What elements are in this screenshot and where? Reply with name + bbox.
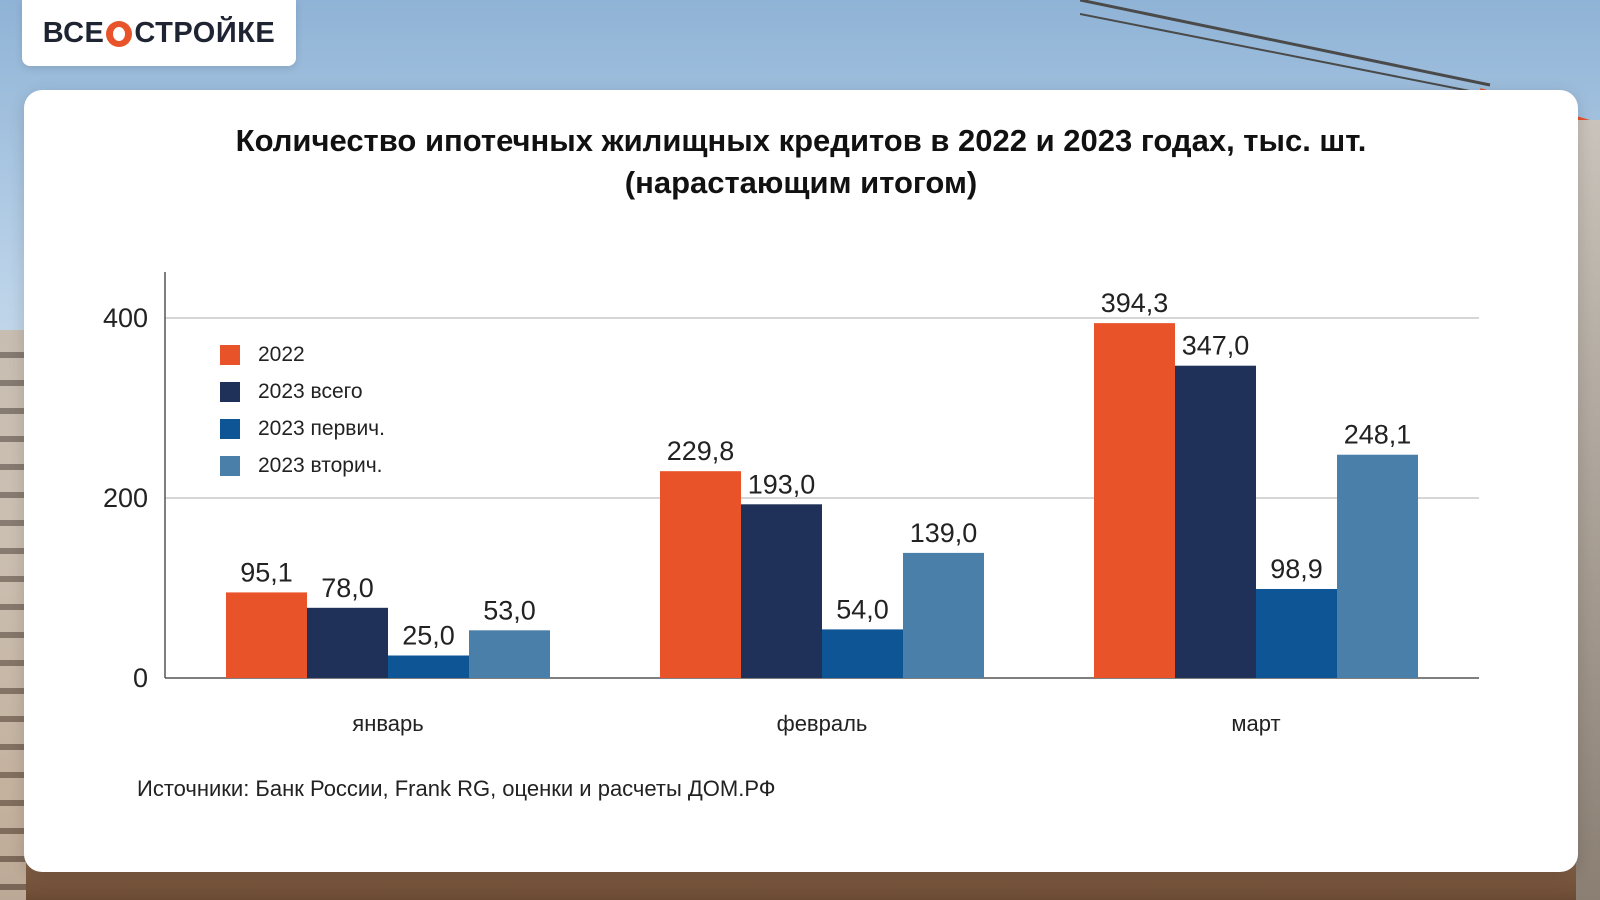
chart-title: Количество ипотечных жилищных кредитов в… <box>24 120 1578 204</box>
data-label-1-0: 229,8 <box>667 436 735 466</box>
data-label-1-2: 54,0 <box>836 594 889 624</box>
data-label-2-3: 248,1 <box>1344 420 1412 450</box>
chart-subtitle: (нарастающим итогом) <box>624 165 978 200</box>
bar-1-2 <box>822 629 903 678</box>
bar-0-1 <box>307 607 388 678</box>
legend-label-2023-primary: 2023 первич. <box>258 416 385 440</box>
x-category-label-0: январь <box>352 711 423 736</box>
y-tick-label-0: 0 <box>133 663 148 693</box>
bar-2-2 <box>1256 588 1337 678</box>
legend-swatch-2023-secondary <box>220 455 240 476</box>
brand-logo[interactable]: ВСЕ СТРОЙКЕ <box>22 0 296 66</box>
legend-label-2023-total: 2023 всего <box>258 379 363 403</box>
legend-item-2023-total: 2023 всего <box>220 373 385 410</box>
chart-card: Количество ипотечных жилищных кредитов в… <box>24 90 1578 872</box>
chart-title-main: Количество ипотечных жилищных кредитов в… <box>235 123 1367 158</box>
y-tick-label-400: 400 <box>103 303 148 333</box>
x-category-label-1: февраль <box>777 711 868 736</box>
legend-swatch-2023-primary <box>220 418 240 439</box>
logo-text-right: СТРОЙКЕ <box>134 16 276 49</box>
data-label-2-0: 394,3 <box>1101 288 1169 318</box>
logo-text-left: ВСЕ <box>42 16 105 49</box>
legend-item-2022: 2022 <box>220 336 385 373</box>
legend-item-2023-primary: 2023 первич. <box>220 410 385 447</box>
data-label-0-2: 25,0 <box>402 621 455 651</box>
logo-o-icon <box>106 21 133 47</box>
bar-2-0 <box>1094 323 1175 678</box>
chart-legend: 2022 2023 всего 2023 первич. 2023 вторич… <box>220 336 385 484</box>
data-label-0-1: 78,0 <box>321 573 374 603</box>
data-label-0-3: 53,0 <box>483 595 536 625</box>
bar-0-0 <box>226 592 307 678</box>
source-note: Источники: Банк России, Frank RG, оценки… <box>137 776 776 801</box>
bar-1-3 <box>903 552 984 678</box>
data-label-2-2: 98,9 <box>1270 554 1323 584</box>
bar-0-3 <box>469 630 550 678</box>
bar-0-2 <box>388 655 469 678</box>
bar-2-3 <box>1337 454 1418 678</box>
background-building-left <box>0 330 26 900</box>
bar-chart: 0 200 400 95,1 78,0 25,0 53,0 январь 229,8 193,0 5… <box>103 272 1479 736</box>
legend-label-2023-secondary: 2023 вторич. <box>258 453 383 477</box>
background-building-right <box>1576 120 1600 900</box>
legend-label-2022: 2022 <box>258 342 305 366</box>
x-category-label-2: март <box>1231 711 1280 736</box>
data-label-0-0: 95,1 <box>240 557 293 587</box>
legend-swatch-2023-total <box>220 381 240 402</box>
data-label-1-3: 139,0 <box>910 518 978 548</box>
data-label-2-1: 347,0 <box>1182 331 1250 361</box>
y-tick-label-200: 200 <box>103 483 148 513</box>
legend-item-2023-secondary: 2023 вторич. <box>220 447 385 484</box>
bar-2-1 <box>1175 365 1256 678</box>
data-label-1-1: 193,0 <box>748 469 816 499</box>
bar-1-1 <box>741 504 822 678</box>
bar-1-0 <box>660 471 741 678</box>
legend-swatch-2022 <box>220 344 240 365</box>
